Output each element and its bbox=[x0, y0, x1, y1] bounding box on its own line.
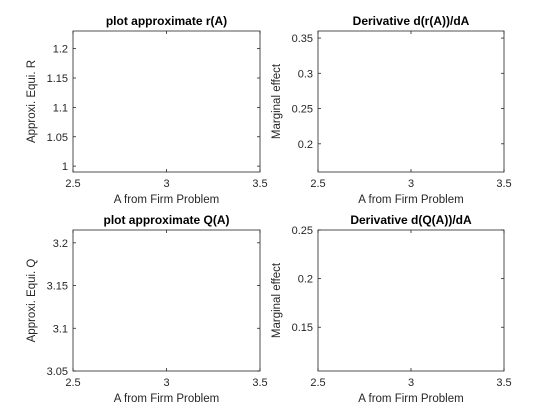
r-y-tick-label: 1.05 bbox=[47, 132, 68, 144]
r-y-axis-label: Approxi. Equi. R bbox=[26, 60, 38, 143]
dq-y-tick-label: 0.2 bbox=[298, 274, 313, 286]
dr-y-axis-label: Marginal effect bbox=[271, 63, 283, 139]
dr-x-tick-label: 3 bbox=[408, 178, 414, 190]
subplot-q: 2.5 3 3.5 3.05 3.1 3.15 3.2 plot approximate Q(… bbox=[26, 213, 268, 405]
q-x-axis-label: A from Firm Problem bbox=[114, 393, 219, 405]
dq-x-tick-label: 3 bbox=[408, 377, 414, 389]
q-chart-title: plot approximate Q(A) bbox=[103, 213, 229, 227]
dr-y-tick-label: 0.25 bbox=[292, 104, 313, 116]
dr-y-tick-label: 0.3 bbox=[298, 68, 313, 80]
r-x-tick-label: 3 bbox=[163, 178, 169, 190]
dr-axes-frame bbox=[317, 30, 505, 173]
q-y-tick-label: 3.1 bbox=[53, 323, 68, 335]
q-y-tick-label: 3.15 bbox=[47, 281, 68, 293]
dr-x-axis-label: A from Firm Problem bbox=[358, 194, 463, 206]
q-y-axis-label: Approxi. Equi. Q bbox=[26, 259, 38, 343]
subplot-dq: 2.5 3 3.5 0.15 0.2 0.25 Derivative d(Q(A))/dA A… bbox=[271, 213, 512, 405]
q-axes-frame bbox=[72, 229, 261, 372]
dq-y-tick-label: 0.25 bbox=[292, 225, 313, 237]
r-y-tick-label: 1.15 bbox=[47, 73, 68, 85]
r-axes-frame bbox=[72, 30, 261, 173]
q-y-tick-label: 3.05 bbox=[47, 366, 68, 378]
dr-y-tick-label: 0.2 bbox=[298, 139, 313, 151]
dr-x-tick-label: 3.5 bbox=[496, 178, 511, 190]
r-x-tick-label: 2.5 bbox=[65, 178, 80, 190]
r-y-tick-label: 1 bbox=[62, 161, 68, 173]
dq-chart-title: Derivative d(Q(A))/dA bbox=[350, 213, 472, 227]
q-x-tick-label: 2.5 bbox=[65, 377, 80, 389]
dq-x-axis-label: A from Firm Problem bbox=[358, 393, 463, 405]
q-y-tick-label: 3.2 bbox=[53, 238, 68, 250]
q-x-tick-label: 3 bbox=[163, 377, 169, 389]
dr-y-tick-label: 0.35 bbox=[292, 33, 313, 45]
r-x-axis-label: A from Firm Problem bbox=[114, 194, 219, 206]
dq-x-tick-label: 2.5 bbox=[310, 377, 325, 389]
dq-axes-frame bbox=[317, 229, 505, 372]
dr-x-tick-label: 2.5 bbox=[310, 178, 325, 190]
dr-chart-title: Derivative d(r(A))/dA bbox=[353, 14, 470, 28]
r-y-tick-label: 1.1 bbox=[53, 102, 68, 114]
r-y-tick-label: 1.2 bbox=[53, 44, 68, 56]
r-chart-title: plot approximate r(A) bbox=[106, 14, 227, 28]
r-x-tick-label: 3.5 bbox=[252, 178, 267, 190]
subplot-r: 2.5 3 3.5 1 1.05 1.1 1.15 1.2 plot approximate r… bbox=[26, 14, 268, 206]
subplot-dr: 2.5 3 3.5 0.2 0.25 0.3 0.35 Derivative d(r(A))/… bbox=[271, 14, 512, 206]
dq-y-axis-label: Marginal effect bbox=[271, 262, 283, 338]
q-x-tick-label: 3.5 bbox=[252, 377, 267, 389]
dq-y-tick-label: 0.15 bbox=[292, 322, 313, 334]
dq-x-tick-label: 3.5 bbox=[496, 377, 511, 389]
